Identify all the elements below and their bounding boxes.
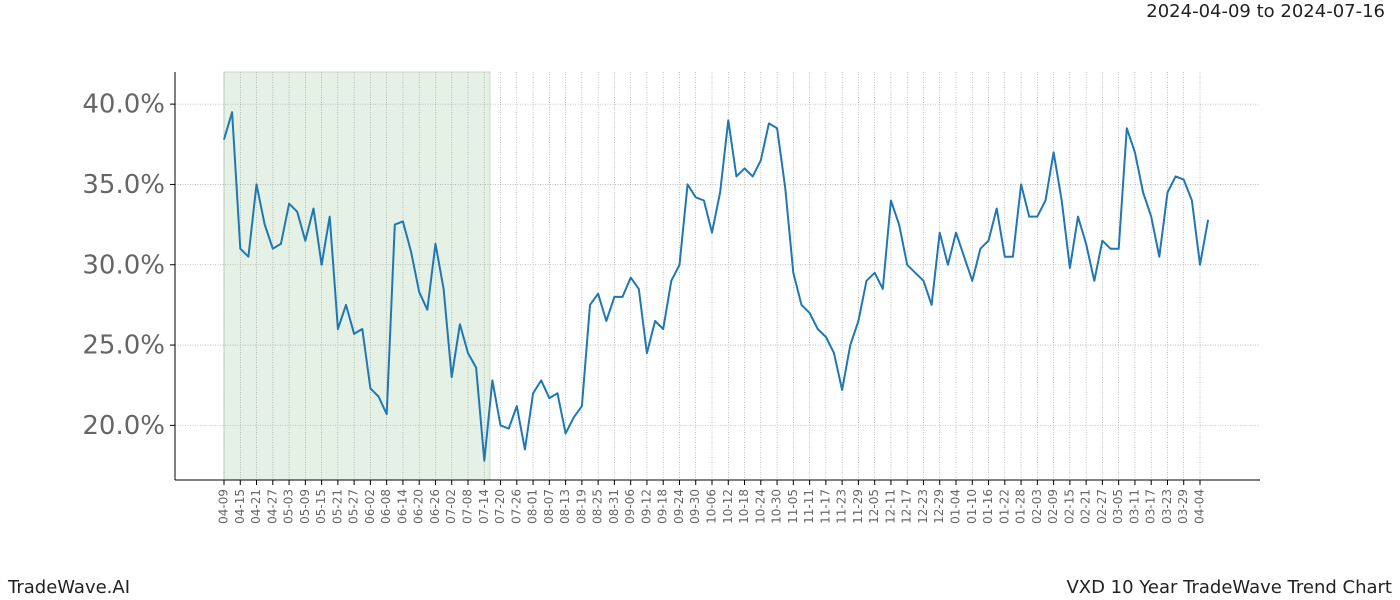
x-tick-label: 06-26 bbox=[428, 489, 442, 524]
x-tick-label: 05-09 bbox=[298, 489, 312, 524]
x-tick-label: 12-11 bbox=[883, 489, 897, 524]
y-tick-label: 30.0% bbox=[82, 250, 165, 280]
x-tick-label: 06-20 bbox=[412, 489, 426, 524]
x-tick-label: 04-04 bbox=[1193, 489, 1207, 524]
x-tick-label: 09-12 bbox=[639, 489, 653, 524]
x-tick-label: 09-06 bbox=[623, 489, 637, 524]
x-tick-label: 01-04 bbox=[949, 489, 963, 524]
x-tick-label: 07-14 bbox=[477, 489, 491, 524]
x-tick-label: 02-09 bbox=[1046, 489, 1060, 524]
x-tick-label: 11-11 bbox=[802, 489, 816, 524]
x-tick-label: 07-08 bbox=[461, 489, 475, 524]
x-tick-label: 07-26 bbox=[509, 489, 523, 524]
x-tick-label: 05-27 bbox=[347, 489, 361, 524]
x-tick-label: 10-30 bbox=[770, 489, 784, 524]
x-tick-label: 12-29 bbox=[932, 489, 946, 524]
y-tick-label: 25.0% bbox=[82, 331, 165, 361]
y-tick-label: 40.0% bbox=[82, 90, 165, 120]
x-tick-label: 02-27 bbox=[1095, 489, 1109, 524]
x-tick-label: 06-08 bbox=[379, 489, 393, 524]
x-tick-label: 11-23 bbox=[835, 489, 849, 524]
x-tick-label: 10-12 bbox=[721, 489, 735, 524]
x-tick-label: 08-01 bbox=[526, 489, 540, 524]
x-tick-label: 07-02 bbox=[444, 489, 458, 524]
x-tick-label: 10-24 bbox=[753, 489, 767, 524]
x-tick-label: 05-03 bbox=[282, 489, 296, 524]
x-tick-label: 01-10 bbox=[965, 489, 979, 524]
x-tick-label: 05-21 bbox=[330, 489, 344, 524]
x-tick-label: 08-07 bbox=[542, 489, 556, 524]
y-tick-label: 20.0% bbox=[82, 411, 165, 441]
x-tick-label: 03-17 bbox=[1144, 489, 1158, 524]
trend-line bbox=[223, 111, 1210, 462]
x-tick-label: 02-21 bbox=[1079, 489, 1093, 524]
x-tick-label: 02-03 bbox=[1030, 489, 1044, 524]
x-tick-label: 05-15 bbox=[314, 489, 328, 524]
x-tick-label: 03-05 bbox=[1111, 489, 1125, 524]
x-tick-label: 01-22 bbox=[997, 489, 1011, 524]
chart-title: VXD 10 Year TradeWave Trend Chart bbox=[1066, 577, 1392, 598]
x-tick-label: 04-27 bbox=[265, 489, 279, 524]
x-tick-label: 11-29 bbox=[851, 489, 865, 524]
x-tick-label: 04-21 bbox=[249, 489, 263, 524]
x-tick-label: 06-14 bbox=[395, 489, 409, 524]
x-tick-label: 10-06 bbox=[705, 489, 719, 524]
x-tick-label: 01-28 bbox=[1014, 489, 1028, 524]
x-tick-label: 03-11 bbox=[1127, 489, 1141, 524]
x-tick-label: 09-24 bbox=[672, 489, 686, 524]
x-tick-label: 02-15 bbox=[1062, 489, 1076, 524]
x-tick-label: 09-30 bbox=[688, 489, 702, 524]
x-tick-label: 10-18 bbox=[737, 489, 751, 524]
y-tick-label: 35.0% bbox=[82, 170, 165, 200]
x-tick-label: 01-16 bbox=[981, 489, 995, 524]
watermark: TradeWave.AI bbox=[7, 577, 130, 598]
x-tick-label: 06-02 bbox=[363, 489, 377, 524]
x-tick-label: 11-05 bbox=[786, 489, 800, 524]
highlight-region bbox=[223, 71, 491, 481]
x-tick-label: 12-23 bbox=[916, 489, 930, 524]
x-tick-label: 07-20 bbox=[493, 489, 507, 524]
x-tick-label: 08-31 bbox=[607, 489, 621, 524]
date-range: 2024-04-09 to 2024-07-16 bbox=[1146, 1, 1385, 22]
x-tick-label: 09-18 bbox=[656, 489, 670, 524]
x-tick-label: 03-29 bbox=[1176, 489, 1190, 524]
x-tick-label: 08-13 bbox=[558, 489, 572, 524]
x-tick-label: 04-15 bbox=[233, 489, 247, 524]
x-tick-label: 11-17 bbox=[818, 489, 832, 524]
x-tick-label: 03-23 bbox=[1160, 489, 1174, 524]
x-tick-label: 12-17 bbox=[900, 489, 914, 524]
x-tick-label: 08-25 bbox=[591, 489, 605, 524]
x-tick-label: 08-19 bbox=[574, 489, 588, 524]
x-tick-label: 12-05 bbox=[867, 489, 881, 524]
x-tick-label: 04-09 bbox=[217, 489, 231, 524]
